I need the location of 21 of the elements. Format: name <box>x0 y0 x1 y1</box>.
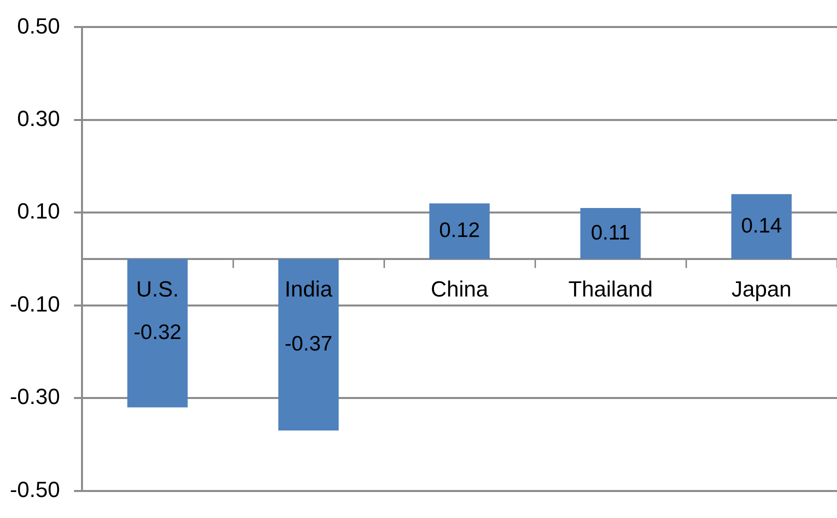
bar <box>580 208 641 259</box>
bar <box>127 259 188 408</box>
y-tick-label: -0.50 <box>10 476 60 502</box>
x-tick-label: Japan <box>732 276 792 302</box>
data-label: -0.32 <box>134 320 182 344</box>
y-tick-label: 0.50 <box>17 13 60 38</box>
x-tick-label: U.S. <box>136 276 179 302</box>
bar <box>429 203 490 259</box>
y-tick-label: -0.30 <box>10 384 60 410</box>
y-tick-label: -0.10 <box>10 291 60 316</box>
data-label: 0.11 <box>590 221 630 244</box>
x-tick-label: China <box>430 276 490 302</box>
data-label: 0.14 <box>741 214 782 238</box>
data-label: 0.12 <box>439 218 480 242</box>
y-tick-label: 0.10 <box>17 198 60 224</box>
bar <box>731 194 792 259</box>
y-tick-label: 0.30 <box>17 106 60 131</box>
x-tick-label: Thailand <box>568 276 653 302</box>
data-label: -0.37 <box>284 332 332 356</box>
bar <box>278 259 339 431</box>
x-tick-label: India <box>284 276 334 302</box>
